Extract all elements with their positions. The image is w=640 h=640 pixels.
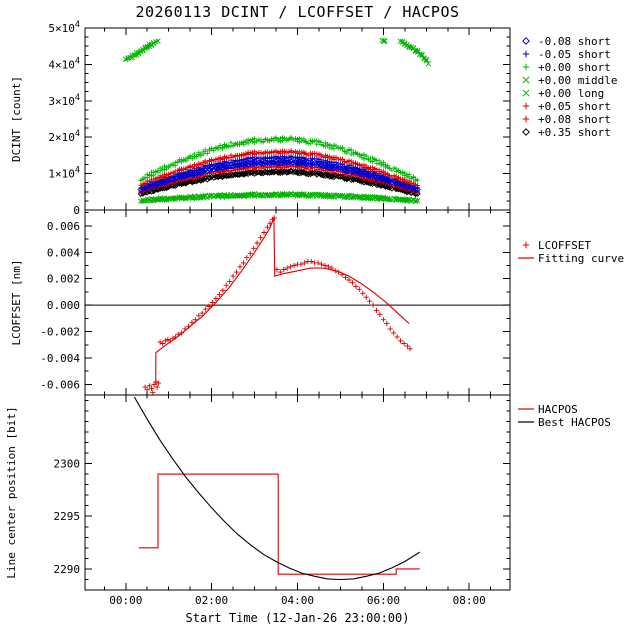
dcint-ytick-label: 1×104 — [48, 166, 80, 181]
lcoffset-ytick-label: 0.002 — [47, 273, 80, 286]
lcoffset-ytick-label: 0.000 — [47, 299, 80, 312]
series-lcoffset-points — [142, 215, 413, 395]
series-p005-short — [138, 148, 421, 189]
series-p000-short — [138, 134, 421, 184]
dcint-legend-label: +0.00 middle — [538, 74, 617, 87]
lcoffset-legend-plus-icon — [522, 241, 530, 249]
dcint-legend-plus-icon — [522, 115, 530, 123]
hacpos-ytick-label: 2290 — [54, 563, 81, 576]
plot-title: 20260113 DCINT / LCOFFSET / HACPOS — [135, 3, 459, 21]
xtick-label: 08:00 — [453, 594, 486, 607]
dcint-legend-label: -0.08 short — [538, 35, 611, 48]
x-axis-title: Start Time (12-Jan-26 23:00:00) — [186, 611, 410, 625]
hacpos-legend-label: HACPOS — [538, 403, 578, 416]
lcoffset-ylabel: LCOFFSET [nm] — [10, 259, 23, 345]
hacpos-legend-label: Best HACPOS — [538, 416, 611, 429]
lcoffset-ytick-label: -0.002 — [40, 326, 80, 339]
hacpos-ticks — [85, 395, 510, 590]
lcoffset-ytick-label: -0.006 — [40, 378, 80, 391]
hacpos-ytick-label: 2300 — [54, 458, 81, 471]
lcoffset-legend-label: LCOFFSET — [538, 239, 591, 252]
dcint-legend-cross-icon — [522, 76, 530, 84]
dcint-legend-label: +0.05 short — [538, 100, 611, 113]
lcoffset-ytick-label: 0.006 — [47, 220, 80, 233]
lcoffset-panel: 0.006 0.004 0.002 0.000 -0.002 -0.004 -0.006 LC… — [10, 209, 624, 396]
xtick-label: 00:00 — [109, 594, 142, 607]
dcint-legend-label: +0.00 short — [538, 61, 611, 74]
lcoffset-ytick-label: -0.004 — [40, 352, 80, 365]
lcoffset-legend-label: Fitting curve — [538, 252, 624, 265]
fitting-curve-line — [155, 217, 410, 385]
dcint-legend-plus-icon — [522, 102, 530, 110]
dcint-panel: 0 1×104 2×104 3×104 4×104 5×104 DCINT [count] -… — [10, 20, 617, 217]
dcint-ytick-label: 2×104 — [48, 129, 80, 144]
xtick-label: 04:00 — [281, 594, 314, 607]
dcint-ytick-label: 3×104 — [48, 93, 80, 108]
series-m008-short — [137, 157, 421, 194]
hacpos-ylabel: Line center position [bit] — [5, 406, 18, 578]
hacpos-ytick-label: 2295 — [54, 510, 81, 523]
best-hacpos-line — [133, 396, 421, 581]
lcoffset-ytick-label: 0.004 — [47, 246, 80, 259]
hacpos-panel: 2290 2295 2300 Line center position [bit] HA… — [5, 394, 611, 625]
xtick-label: 06:00 — [367, 594, 400, 607]
dcint-legend-diamond-icon — [522, 128, 530, 136]
series-m005-short — [138, 153, 421, 191]
series-p035-short — [137, 167, 421, 198]
series-p000-long — [123, 37, 432, 67]
dcint-legend-label: -0.05 short — [538, 48, 611, 61]
lcoffset-ticks — [85, 210, 510, 395]
dcint-ylabel: DCINT [count] — [10, 76, 23, 162]
dcint-legend-plus-icon — [522, 63, 530, 71]
dcint-legend-diamond-icon — [522, 37, 530, 45]
dcint-legend-label: +0.35 short — [538, 126, 611, 139]
dcint-legend-cross-icon — [522, 89, 530, 97]
xtick-label: 02:00 — [195, 594, 228, 607]
dcint-legend-label: +0.00 long — [538, 87, 604, 100]
series-p000-middle — [138, 190, 421, 205]
dcint-ytick-label: 0 — [73, 204, 80, 217]
dcint-legend-label: +0.08 short — [538, 113, 611, 126]
dcint-ytick-label: 4×104 — [48, 56, 80, 71]
dcint-ytick-label: 5×104 — [48, 20, 80, 35]
dcint-legend-plus-icon — [522, 50, 530, 58]
hacpos-steps-line — [138, 473, 420, 575]
